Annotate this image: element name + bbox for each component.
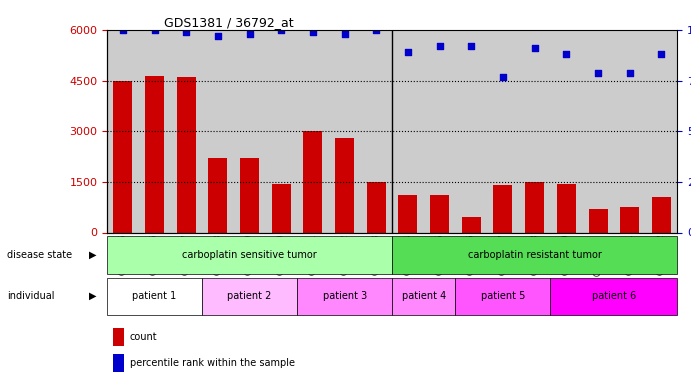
Text: ▶: ▶ <box>89 291 97 301</box>
Text: percentile rank within the sample: percentile rank within the sample <box>130 358 295 368</box>
Bar <box>551 278 677 315</box>
Bar <box>455 278 551 315</box>
Point <box>339 31 350 37</box>
Bar <box>297 278 392 315</box>
Bar <box>557 184 576 232</box>
Bar <box>107 278 202 315</box>
Text: patient 4: patient 4 <box>401 291 446 301</box>
Y-axis label: 100%: 100% <box>690 20 691 30</box>
Point <box>624 69 635 75</box>
Point <box>307 29 319 35</box>
Bar <box>392 278 455 315</box>
Text: patient 6: patient 6 <box>591 291 636 301</box>
Point <box>371 27 382 33</box>
Bar <box>113 328 124 346</box>
Bar <box>525 182 544 232</box>
Bar <box>145 76 164 232</box>
Text: individual: individual <box>7 291 55 301</box>
Point <box>117 27 129 33</box>
Bar <box>335 138 354 232</box>
Text: carboplatin sensitive tumor: carboplatin sensitive tumor <box>182 250 317 260</box>
Bar <box>462 217 481 232</box>
Point <box>561 51 572 57</box>
Point <box>276 27 287 33</box>
Text: disease state: disease state <box>7 250 72 260</box>
Point <box>656 51 667 57</box>
Bar <box>367 182 386 232</box>
Point <box>529 45 540 51</box>
Bar <box>202 278 297 315</box>
Text: GDS1381 / 36792_at: GDS1381 / 36792_at <box>164 16 294 29</box>
Bar <box>392 236 677 274</box>
Bar <box>430 195 449 232</box>
Point <box>466 43 477 49</box>
Bar <box>113 81 133 232</box>
Bar <box>240 158 259 232</box>
Text: patient 5: patient 5 <box>481 291 525 301</box>
Point <box>244 31 255 37</box>
Point <box>434 43 445 49</box>
Point <box>212 33 223 39</box>
Bar <box>652 197 671 232</box>
Point <box>592 69 603 75</box>
Bar <box>107 236 392 274</box>
Bar <box>209 158 227 232</box>
Text: ▶: ▶ <box>89 250 97 260</box>
Bar <box>177 77 196 232</box>
Text: count: count <box>130 332 158 342</box>
Bar <box>493 185 513 232</box>
Bar <box>589 209 607 232</box>
Text: patient 2: patient 2 <box>227 291 272 301</box>
Bar <box>303 131 323 232</box>
Point <box>181 29 192 35</box>
Point <box>498 74 509 80</box>
Bar <box>113 354 124 372</box>
Text: patient 1: patient 1 <box>133 291 177 301</box>
Text: patient 3: patient 3 <box>323 291 367 301</box>
Bar <box>272 184 291 232</box>
Bar <box>620 207 639 232</box>
Point <box>149 27 160 33</box>
Point <box>402 49 413 55</box>
Text: carboplatin resistant tumor: carboplatin resistant tumor <box>468 250 602 260</box>
Bar <box>399 195 417 232</box>
